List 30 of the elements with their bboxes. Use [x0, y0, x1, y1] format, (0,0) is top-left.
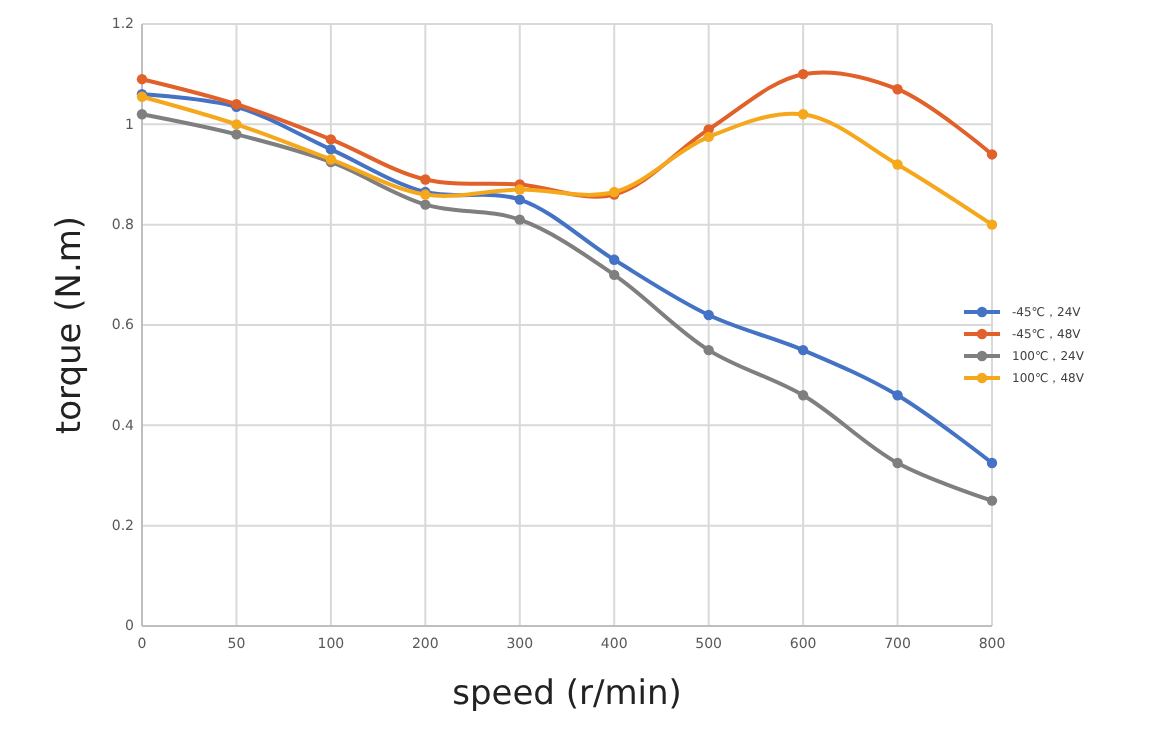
x-axis-title: speed (r/min) [452, 674, 682, 714]
point [514, 194, 525, 205]
point [797, 344, 809, 356]
point [797, 109, 809, 120]
point [703, 309, 714, 321]
point [136, 73, 148, 85]
point [325, 134, 337, 145]
point [986, 495, 998, 506]
point [703, 344, 714, 356]
point [892, 390, 903, 401]
point [797, 390, 809, 401]
point [986, 457, 998, 469]
point [514, 184, 525, 195]
point [420, 199, 431, 210]
point [797, 68, 809, 80]
point [609, 269, 620, 281]
point [231, 119, 242, 130]
point [325, 144, 337, 155]
point [703, 131, 714, 143]
point [892, 457, 903, 469]
point [892, 84, 903, 95]
point [986, 219, 998, 230]
point [136, 109, 148, 120]
point [986, 149, 998, 160]
point [609, 254, 620, 265]
point [420, 174, 431, 185]
point [892, 159, 903, 170]
point [514, 214, 525, 225]
point [231, 129, 242, 140]
y-axis-title: torque (N.m) [50, 215, 90, 435]
